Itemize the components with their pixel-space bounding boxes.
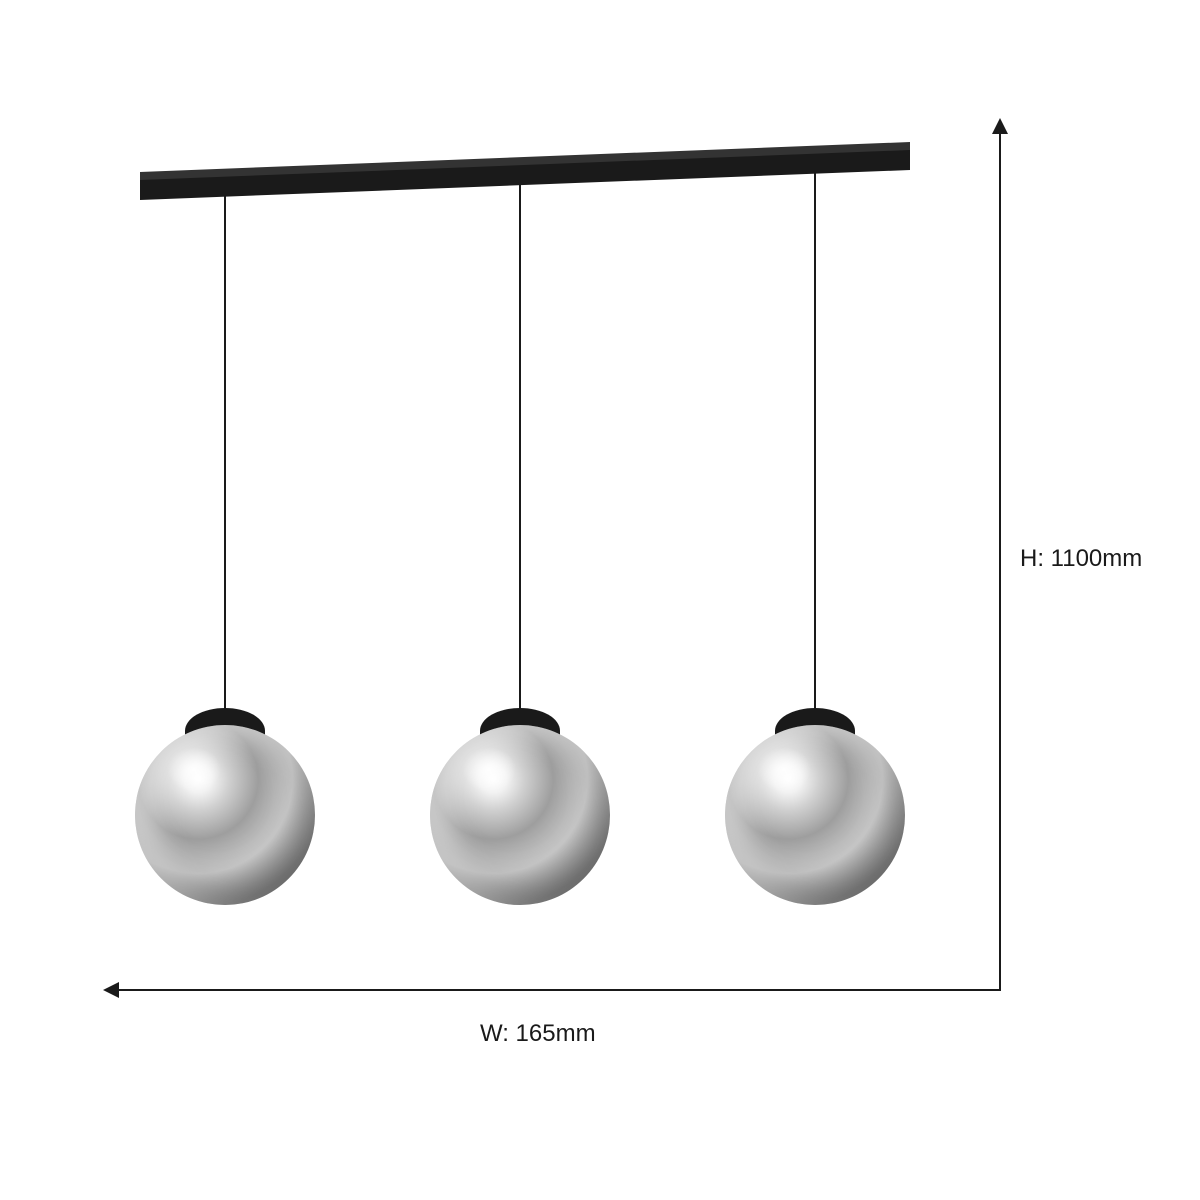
height-label: H: 1100mm — [1020, 545, 1142, 573]
pendant-globe — [135, 725, 315, 905]
pendant-cord — [814, 172, 816, 725]
arrow-left-icon — [103, 982, 119, 998]
pendant-cord — [519, 184, 521, 725]
pendant-cord — [224, 195, 226, 725]
height-dimension-line — [999, 130, 1001, 990]
arrow-up-icon — [992, 118, 1008, 134]
diagram-stage: H: 1100mm W: 165mm — [0, 0, 1200, 1200]
pendant-globe — [430, 725, 610, 905]
track-bar — [0, 0, 1200, 1200]
pendant-globe — [725, 725, 905, 905]
width-dimension-line — [115, 989, 1001, 991]
width-label: W: 165mm — [480, 1020, 596, 1048]
